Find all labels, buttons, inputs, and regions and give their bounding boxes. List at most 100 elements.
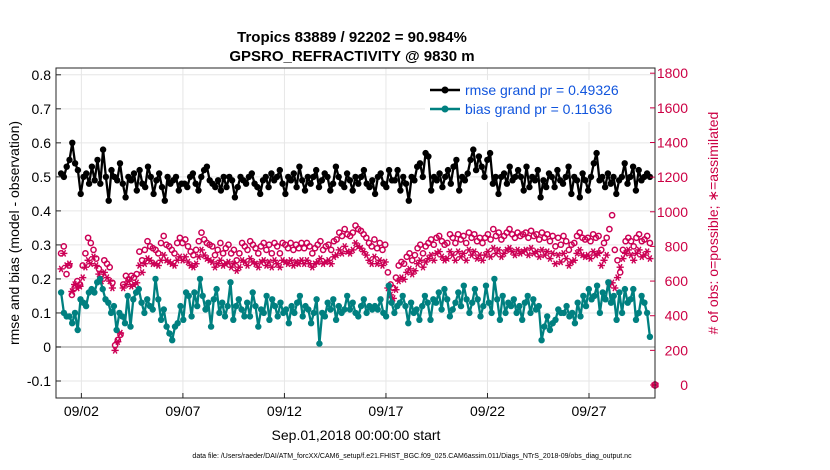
possible-obs-point <box>154 250 162 257</box>
possible-obs-point <box>576 229 584 236</box>
asterisk-stroke <box>382 258 388 266</box>
asterisk-stroke <box>231 260 237 268</box>
data-point <box>185 292 192 300</box>
data-point <box>130 296 137 303</box>
data-point <box>551 183 558 191</box>
right-tick-label: 1600 <box>657 100 688 116</box>
possible-obs-point <box>435 232 443 240</box>
data-point <box>343 170 351 177</box>
possible-obs-point <box>325 241 332 249</box>
data-point <box>252 302 259 310</box>
data-point <box>184 183 191 191</box>
data-point <box>452 299 459 306</box>
data-point <box>467 156 474 164</box>
possible-obs-point <box>606 225 613 233</box>
asterisk-stroke <box>577 246 583 254</box>
data-point <box>531 177 539 184</box>
data-point <box>646 333 654 340</box>
data-point <box>349 187 356 194</box>
possible-obs-point <box>557 241 565 249</box>
possible-obs-point <box>244 246 251 254</box>
possible-obs-point <box>198 229 205 236</box>
right-tick-label: 400 <box>665 308 689 324</box>
asterisk-stroke <box>336 246 342 254</box>
data-point <box>279 180 286 187</box>
asterisk-stroke <box>588 255 593 263</box>
data-point <box>130 170 138 177</box>
data-point <box>394 166 401 174</box>
asterisk-stroke <box>342 242 348 250</box>
asterisk-stroke <box>525 251 531 259</box>
data-point <box>577 313 584 320</box>
data-point <box>382 313 390 320</box>
asterisk-stroke <box>339 249 345 257</box>
data-point <box>391 177 398 184</box>
data-point <box>596 309 604 317</box>
possible-obs-point <box>479 239 486 247</box>
data-point <box>646 173 654 181</box>
data-point <box>57 289 65 296</box>
data-point <box>66 156 73 164</box>
data-point <box>453 156 460 164</box>
asterisk-stroke <box>126 277 132 285</box>
data-point <box>91 177 98 184</box>
possible-obs-point <box>327 246 335 254</box>
data-point <box>282 306 290 313</box>
asterisk-stroke <box>401 275 407 283</box>
assimilated-obs-point <box>611 284 619 292</box>
data-point <box>332 163 340 170</box>
asterisk-stroke <box>177 253 183 261</box>
data-point <box>346 306 354 313</box>
data-point <box>74 166 82 174</box>
x-tick-label: 09/27 <box>571 403 606 419</box>
legend: rmse grand pr = 0.49326 bias grand pr = … <box>425 80 650 122</box>
data-point <box>602 296 609 303</box>
asterisk-stroke <box>196 253 202 261</box>
possible-obs-point <box>430 241 438 249</box>
possible-obs-point <box>82 250 89 257</box>
data-point <box>241 313 248 320</box>
data-point <box>203 163 211 170</box>
data-point <box>377 296 384 303</box>
assimilated-obs-point <box>554 251 562 259</box>
data-point <box>377 170 384 177</box>
possible-obs-point <box>506 225 513 233</box>
data-point <box>405 197 412 204</box>
assimilated-obs-point <box>443 255 451 263</box>
data-point <box>391 309 398 317</box>
left-tick-label: 0.1 <box>32 305 52 321</box>
data-point <box>565 163 572 170</box>
possible-obs-point <box>449 234 457 242</box>
data-point <box>582 302 590 310</box>
data-point <box>255 323 262 330</box>
data-point <box>580 292 587 300</box>
possible-obs-point <box>263 246 270 254</box>
data-point <box>363 309 370 317</box>
assimilated-obs-point <box>108 284 116 292</box>
assimilated-obs-point <box>495 246 503 254</box>
asterisk-stroke <box>350 246 356 254</box>
assimilated-obs-point <box>524 251 532 259</box>
data-point <box>188 313 195 320</box>
assimilated-obs-point <box>381 258 389 266</box>
data-point <box>265 183 272 191</box>
possible-obs-point <box>308 250 316 257</box>
data-point <box>599 173 606 181</box>
data-point <box>296 292 304 300</box>
assimilated-obs-point <box>543 248 551 256</box>
assimilated-obs-point <box>65 260 73 268</box>
data-point <box>234 183 241 191</box>
data-point <box>107 309 115 317</box>
right-tick-label: 1400 <box>657 134 688 150</box>
data-point <box>332 316 340 323</box>
assimilated-obs-point <box>68 287 76 295</box>
data-point <box>456 187 463 194</box>
asterisk-stroke <box>377 256 383 264</box>
data-point <box>214 177 222 184</box>
data-point <box>169 337 176 344</box>
legend-bias-label: bias grand pr = 0.11636 <box>465 101 612 117</box>
possible-obs-point <box>90 246 97 254</box>
data-point <box>341 306 348 313</box>
data-point <box>546 326 554 334</box>
